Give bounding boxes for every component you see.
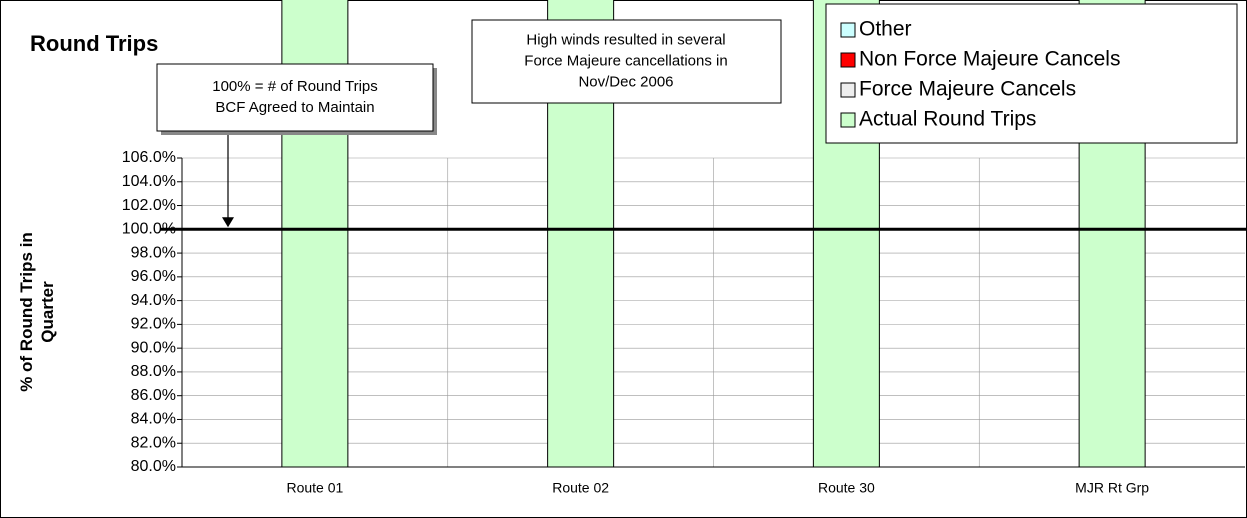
x-tick-label: Route 01 [286, 480, 343, 496]
y-tick-label: 94.0% [131, 292, 176, 309]
x-tick-label: Route 02 [552, 480, 609, 496]
annotation-box [471, 19, 782, 104]
legend-label: Non Force Majeure Cancels [859, 48, 1120, 71]
annotation-text: 100% = # of Round Trips [212, 78, 378, 95]
y-tick-label: 90.0% [131, 339, 176, 356]
y-axis-label-line: Quarter [38, 281, 57, 343]
annotation-box [156, 63, 434, 132]
legend-box [825, 3, 1238, 144]
y-tick-label: 82.0% [131, 434, 176, 451]
legend-swatch [840, 112, 856, 128]
annotation-text: Nov/Dec 2006 [578, 73, 673, 90]
y-tick-label: 86.0% [131, 387, 176, 404]
annotation-arrowhead [222, 217, 234, 228]
y-tick-label: 98.0% [131, 244, 176, 261]
y-tick-label: 96.0% [131, 268, 176, 285]
legend-swatch [840, 52, 856, 68]
y-axis-label: % of Round Trips in Quarter [17, 232, 57, 392]
y-tick-label: 106.0% [122, 149, 176, 166]
y-tick-label: 104.0% [122, 173, 176, 190]
legend-swatch [840, 22, 856, 38]
x-tick-label: MJR Rt Grp [1075, 480, 1149, 496]
legend-swatch [840, 82, 856, 98]
x-tick-label: Route 30 [818, 480, 875, 496]
legend-label: Force Majeure Cancels [859, 78, 1076, 101]
annotation-text: BCF Agreed to Maintain [215, 99, 374, 116]
annotation-text: Force Majeure cancellations in [524, 52, 727, 69]
y-tick-label: 84.0% [131, 411, 176, 428]
y-tick-label: 80.0% [131, 458, 176, 475]
annotation-text: High winds resulted in several [526, 31, 725, 48]
y-axis-label-line: % of Round Trips in [17, 232, 36, 392]
y-tick-label: 100.0% [122, 221, 176, 238]
chart-title: Round Trips [30, 31, 158, 56]
y-tick-label: 88.0% [131, 363, 176, 380]
y-tick-label: 92.0% [131, 316, 176, 333]
legend-label: Actual Round Trips [859, 108, 1036, 131]
y-tick-label: 102.0% [122, 197, 176, 214]
legend-label: Other [859, 18, 912, 41]
